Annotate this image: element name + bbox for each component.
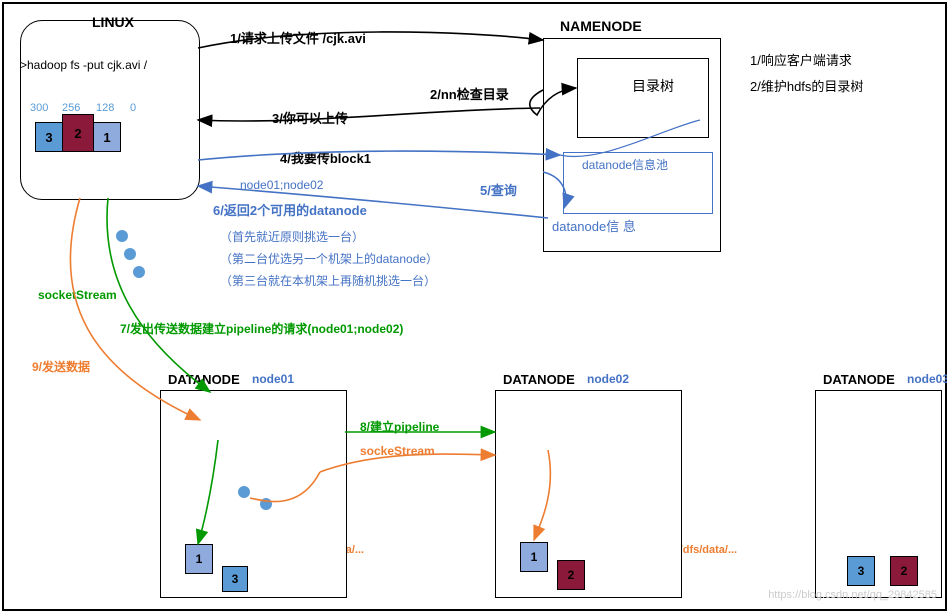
arrow-6-label: 6/返回2个可用的datanode bbox=[213, 200, 367, 219]
datanode-box-2 bbox=[815, 390, 942, 598]
rule-3: （第三台就在本机架上再随机挑选一台） bbox=[220, 272, 436, 289]
datanode-node-0: node01 bbox=[252, 372, 294, 386]
block-3-linux: 3 bbox=[35, 122, 63, 152]
datanode-0-block-3: 3 bbox=[222, 566, 248, 592]
nodes-label: node01;node02 bbox=[240, 178, 323, 192]
arrow-1-label: 1/请求上传文件 /cjk.avi bbox=[230, 28, 366, 47]
dot-3 bbox=[238, 486, 250, 498]
arrow-8-label: 8/建立pipeline bbox=[360, 418, 439, 435]
tick-128: 128 bbox=[96, 102, 114, 114]
datanode-1-block-1: 1 bbox=[520, 542, 548, 572]
datanode-1-block-2: 2 bbox=[557, 560, 585, 590]
arrow-4-label: 4/我要传block1 bbox=[280, 148, 371, 167]
tick-256: 256 bbox=[62, 102, 80, 114]
dot-1 bbox=[124, 248, 136, 260]
info-label: datanode信 息 bbox=[552, 216, 636, 235]
rule-2: （第二台优选另一个机架上的datanode） bbox=[220, 250, 438, 267]
sockeStream-label: sockeStream bbox=[360, 444, 435, 458]
datanode-node-2: node03 bbox=[907, 372, 947, 386]
datanode-title-0: DATANODE bbox=[168, 372, 240, 387]
arrow-3-label: 3/你可以上传 bbox=[272, 108, 348, 127]
datanode-0-block-1: 1 bbox=[185, 544, 213, 574]
tree-box bbox=[577, 58, 709, 138]
tree-label: 目录树 bbox=[632, 76, 674, 96]
dot-0 bbox=[116, 230, 128, 242]
rule-1: （首先就近原则挑选一台） bbox=[220, 228, 364, 245]
tick-300: 300 bbox=[30, 102, 48, 114]
dot-4 bbox=[260, 498, 272, 510]
pool-label: datanode信息池 bbox=[582, 156, 668, 173]
namenode-title: NAMENODE bbox=[560, 18, 642, 34]
datanode-2-block-3: 3 bbox=[847, 556, 875, 586]
arrow-2-label: 2/nn检查目录 bbox=[430, 84, 509, 103]
datanode-2-block-2: 2 bbox=[890, 556, 918, 586]
arrow-7-label: 7/发出传送数据建立pipeline的请求(node01;node02) bbox=[120, 320, 403, 337]
block-1-linux: 1 bbox=[93, 122, 121, 152]
watermark: https://blog.csdn.net/qq_29842585 bbox=[768, 589, 937, 601]
side-text-2: 2/维护hdfs的目录树 bbox=[750, 76, 863, 95]
tick-0: 0 bbox=[130, 102, 136, 114]
arrow-5-label: 5/查询 bbox=[480, 180, 517, 199]
dot-2 bbox=[133, 266, 145, 278]
block-2-linux: 2 bbox=[62, 114, 94, 152]
datanode-node-1: node02 bbox=[587, 372, 629, 386]
datanode-title-1: DATANODE bbox=[503, 372, 575, 387]
arrow-9-label: 9/发送数据 bbox=[32, 358, 90, 375]
datanode-title-2: DATANODE bbox=[823, 372, 895, 387]
socketStream-label: socketStream bbox=[38, 288, 117, 302]
side-text-1: 1/响应客户端请求 bbox=[750, 50, 852, 69]
linux-cmd: >hadoop fs -put cjk.avi / bbox=[20, 58, 147, 72]
linux-title: LINUX bbox=[92, 14, 134, 30]
